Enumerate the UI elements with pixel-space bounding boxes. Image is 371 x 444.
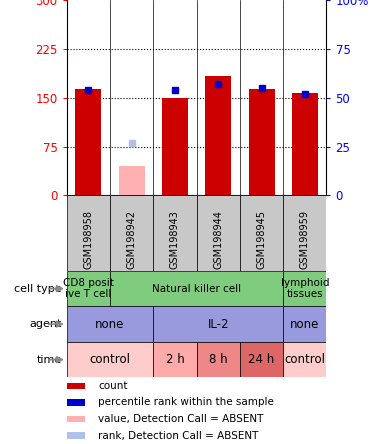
Bar	[240, 195, 283, 271]
Bar	[197, 195, 240, 271]
Bar	[75, 89, 101, 195]
Text: GSM198942: GSM198942	[127, 210, 137, 269]
Text: rank, Detection Call = ABSENT: rank, Detection Call = ABSENT	[98, 431, 258, 441]
Bar	[153, 342, 197, 377]
Bar	[283, 271, 326, 306]
Text: control: control	[89, 353, 131, 366]
Bar	[67, 306, 153, 342]
Bar	[205, 76, 231, 195]
Text: agent: agent	[29, 319, 62, 329]
Text: value, Detection Call = ABSENT: value, Detection Call = ABSENT	[98, 414, 263, 424]
Bar	[153, 195, 197, 271]
Text: control: control	[284, 353, 325, 366]
Bar	[240, 342, 283, 377]
Bar	[153, 306, 283, 342]
Bar	[67, 342, 153, 377]
Text: GSM198959: GSM198959	[300, 210, 310, 269]
Text: 2 h: 2 h	[165, 353, 184, 366]
Text: GSM198944: GSM198944	[213, 210, 223, 269]
Text: GSM198958: GSM198958	[83, 210, 93, 269]
Bar	[283, 195, 326, 271]
Bar	[283, 342, 326, 377]
Bar	[283, 306, 326, 342]
Text: 24 h: 24 h	[249, 353, 275, 366]
Bar	[119, 166, 145, 195]
Text: count: count	[98, 381, 128, 391]
Text: none: none	[95, 317, 125, 331]
Bar	[110, 271, 283, 306]
Text: 8 h: 8 h	[209, 353, 227, 366]
Text: cell type: cell type	[14, 284, 62, 293]
Bar	[197, 342, 240, 377]
Bar	[67, 271, 110, 306]
Text: GSM198943: GSM198943	[170, 210, 180, 269]
Bar	[67, 416, 85, 422]
Text: lymphoid
tissues: lymphoid tissues	[280, 278, 329, 299]
Text: CD8 posit
ive T cell: CD8 posit ive T cell	[63, 278, 114, 299]
Bar	[249, 89, 275, 195]
Text: none: none	[290, 317, 319, 331]
Bar	[162, 98, 188, 195]
Text: time: time	[36, 355, 62, 365]
Text: IL-2: IL-2	[207, 317, 229, 331]
Text: GSM198945: GSM198945	[257, 210, 266, 269]
Bar	[292, 93, 318, 195]
Bar	[67, 432, 85, 439]
Bar	[67, 383, 85, 389]
Bar	[67, 399, 85, 405]
Text: percentile rank within the sample: percentile rank within the sample	[98, 397, 274, 408]
Bar	[110, 195, 153, 271]
Bar	[67, 195, 110, 271]
Text: Natural killer cell: Natural killer cell	[152, 284, 241, 293]
